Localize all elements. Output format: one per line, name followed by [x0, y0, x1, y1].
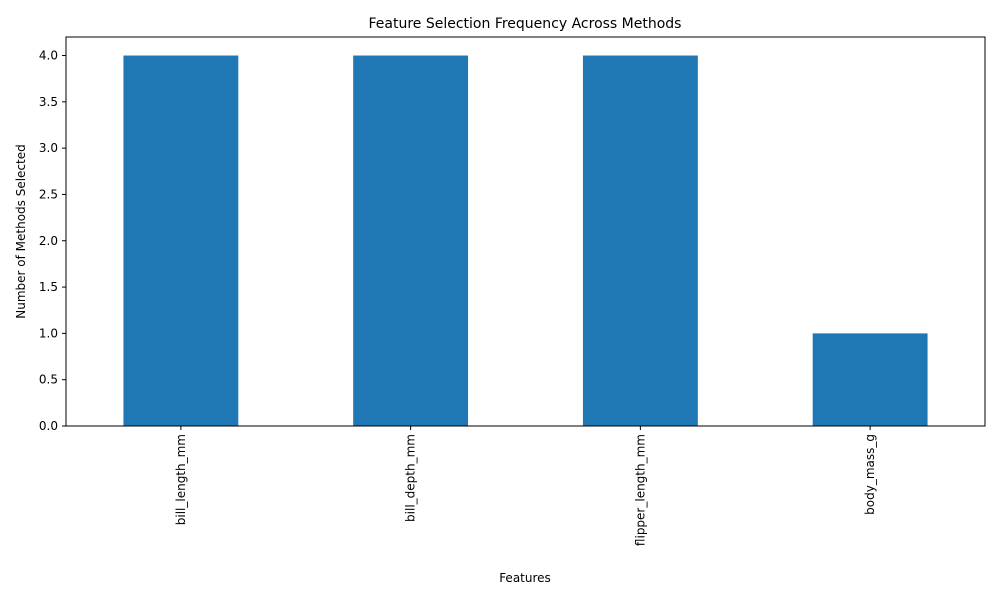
x-tick-label: flipper_length_mm: [633, 434, 647, 546]
y-tick-label: 2.0: [39, 234, 58, 248]
y-tick-label: 2.5: [39, 187, 58, 201]
y-axis-ticks: 0.0 0.5 1.0 1.5 2.0 2.5 3.0 3.5 4.0: [39, 49, 66, 433]
y-tick-label: 4.0: [39, 49, 58, 63]
y-tick-label: 3.0: [39, 141, 58, 155]
plot-frame: [65, 36, 986, 427]
bar-bill_depth_mm: [353, 55, 469, 427]
y-axis-label: Number of Methods Selected: [14, 144, 28, 319]
bar-bill_length_mm: [123, 55, 239, 427]
y-tick-label: 1.0: [39, 326, 58, 340]
bar-body_mass_g: [812, 333, 928, 426]
x-tick-label: bill_depth_mm: [404, 434, 418, 522]
x-axis-ticks: bill_length_mm bill_depth_mm flipper_lengt…: [174, 426, 877, 546]
x-axis-label: Features: [499, 571, 551, 585]
bars-group: [123, 55, 928, 427]
y-tick-label: 1.5: [39, 280, 58, 294]
x-tick-label: body_mass_g: [863, 434, 877, 515]
bar-flipper_length_mm: [582, 55, 698, 427]
y-tick-label: 3.5: [39, 95, 58, 109]
y-tick-label: 0.5: [39, 373, 58, 387]
x-tick-label: bill_length_mm: [174, 434, 188, 525]
chart-title: Feature Selection Frequency Across Metho…: [369, 16, 682, 32]
y-tick-label: 0.0: [39, 419, 58, 433]
